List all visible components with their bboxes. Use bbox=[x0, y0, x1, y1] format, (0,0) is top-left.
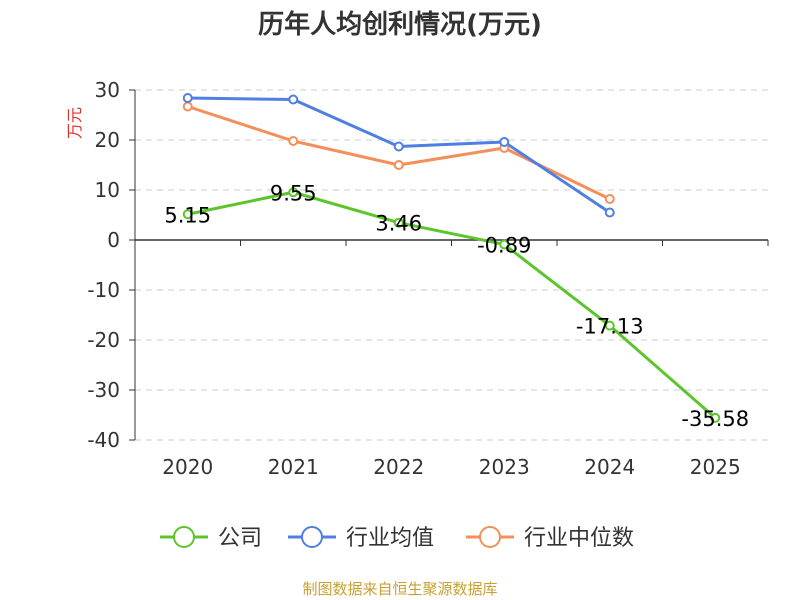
x-tick-label: 2025 bbox=[690, 455, 741, 479]
data-point bbox=[604, 207, 615, 218]
y-tick-label: 30 bbox=[95, 78, 120, 102]
x-tick-label: 2024 bbox=[584, 455, 635, 479]
x-tick-label: 2020 bbox=[162, 455, 213, 479]
x-tick-label: 2021 bbox=[268, 455, 319, 479]
x-tick-label: 2022 bbox=[373, 455, 424, 479]
data-point bbox=[182, 93, 193, 103]
series-line-2 bbox=[187, 105, 611, 201]
data-points bbox=[182, 93, 721, 423]
x-tick-label: 2023 bbox=[479, 455, 530, 479]
data-label: 9.55 bbox=[270, 181, 317, 205]
data-point bbox=[288, 187, 299, 198]
y-tick-label: -40 bbox=[87, 428, 120, 452]
data-label: 3.46 bbox=[375, 212, 422, 236]
y-tick-label: 20 bbox=[95, 128, 120, 152]
axes: 30 20 10 0 -10 -20 -30 -40 2020 2021 2022 2023 2024 2… bbox=[65, 78, 769, 479]
legend-marker bbox=[173, 526, 195, 548]
source-footer: 制图数据来自恒生聚源数据库 bbox=[302, 580, 498, 598]
data-point bbox=[393, 141, 404, 152]
legend-label: 公司 bbox=[218, 526, 262, 551]
data-point bbox=[393, 217, 404, 228]
legend-label: 行业中位数 bbox=[524, 526, 634, 551]
data-label: -0.89 bbox=[477, 233, 531, 257]
data-point bbox=[182, 101, 193, 112]
legend-marker bbox=[301, 526, 323, 548]
grid-lines bbox=[135, 89, 768, 441]
legend-label: 行业均值 bbox=[346, 526, 434, 551]
data-labels: 5.15 9.55 3.46 -0.89 -17.13 -35.58 bbox=[164, 181, 749, 431]
data-point bbox=[499, 137, 510, 147]
data-point bbox=[499, 239, 510, 250]
chart-title: 历年人均创利情况(万元) bbox=[258, 10, 542, 40]
y-tick-label: 0 bbox=[107, 228, 120, 252]
data-point bbox=[288, 136, 299, 146]
y-axis-label: 万元 bbox=[65, 107, 84, 139]
y-tick-label: 10 bbox=[95, 178, 120, 202]
y-tick-label: -10 bbox=[87, 278, 120, 302]
series-line-0 bbox=[187, 190, 717, 420]
series-lines bbox=[187, 96, 717, 420]
y-tick-label: -20 bbox=[87, 328, 120, 352]
y-tick-label: -30 bbox=[87, 378, 120, 402]
data-point bbox=[182, 209, 193, 220]
data-point bbox=[393, 160, 404, 170]
data-label: -17.13 bbox=[576, 315, 644, 339]
series-line-1 bbox=[187, 96, 611, 214]
data-point bbox=[604, 320, 615, 331]
legend-marker bbox=[479, 526, 501, 548]
data-label: -35.58 bbox=[681, 407, 749, 431]
data-point bbox=[604, 194, 615, 204]
data-point bbox=[288, 94, 299, 105]
data-label: 5.15 bbox=[164, 203, 211, 227]
legend: 公司 行业均值 行业中位数 bbox=[160, 526, 634, 551]
data-point bbox=[710, 412, 721, 423]
